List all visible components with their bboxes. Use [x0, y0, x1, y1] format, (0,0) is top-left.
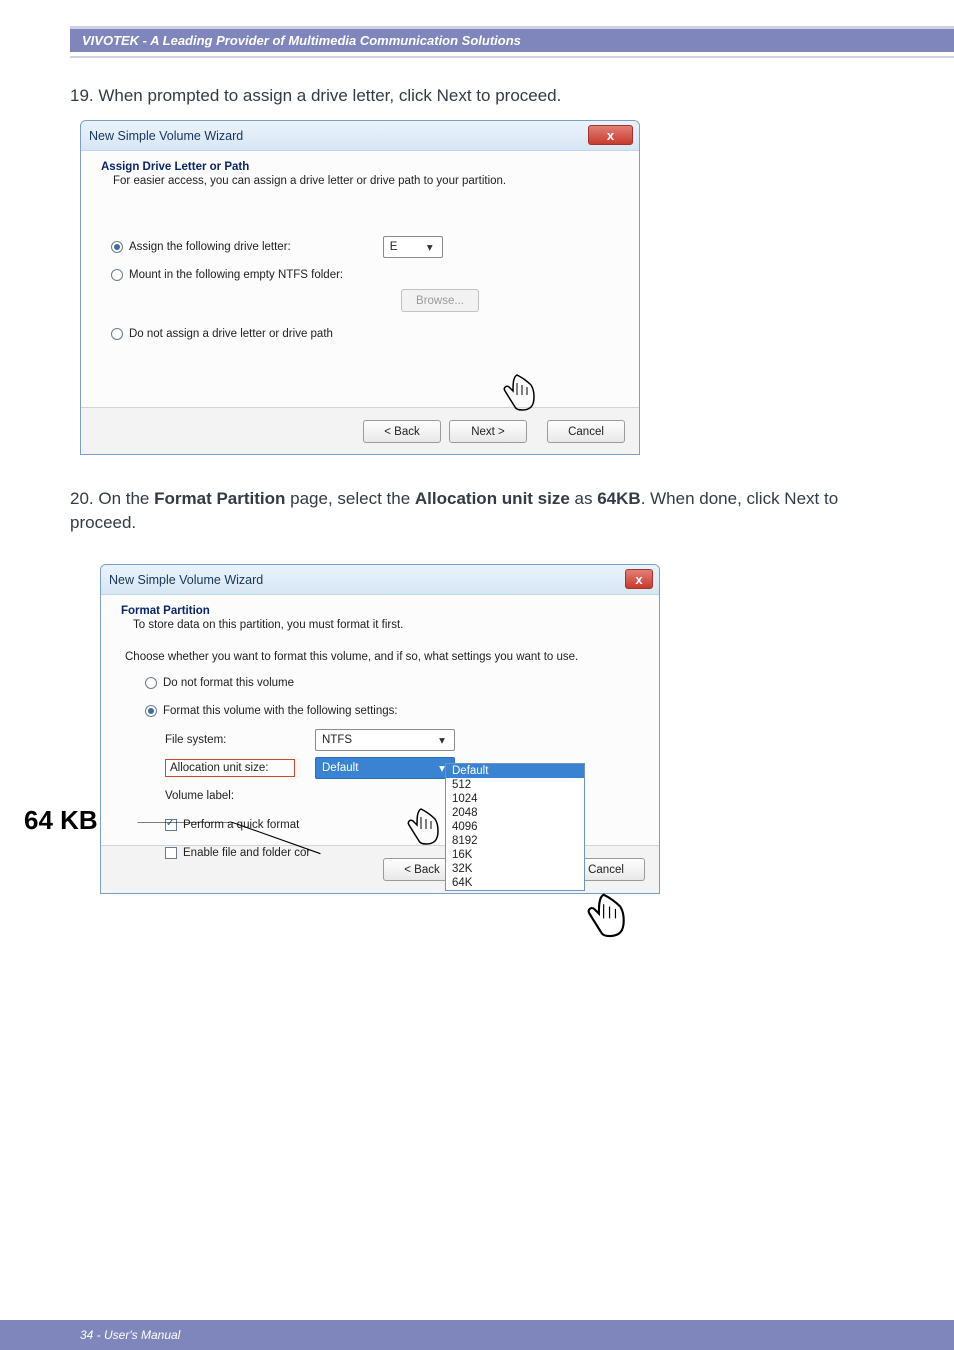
no-format-row[interactable]: Do not format this volume: [145, 673, 639, 693]
no-assign-row[interactable]: Do not assign a drive letter or drive pa…: [111, 324, 619, 344]
dialog1-button-row: < Back Next > Cancel: [81, 407, 639, 455]
aus-option[interactable]: 32K: [446, 862, 584, 876]
assign-letter-row[interactable]: Assign the following drive letter: E ▾: [111, 237, 619, 257]
mount-folder-label: Mount in the following empty NTFS folder…: [129, 269, 343, 281]
aus-dropdown[interactable]: Default ▾: [315, 757, 455, 779]
aus-option[interactable]: 64K: [446, 876, 584, 890]
page-number: 34 - User's Manual: [80, 1328, 180, 1342]
fs-row: File system: NTFS ▾: [165, 729, 639, 751]
choose-text: Choose whether you want to format this v…: [125, 651, 639, 663]
aus-options-list[interactable]: Default 512 1024 2048 4096 8192 16K 32K …: [445, 763, 585, 891]
chevron-down-icon: ▾: [422, 240, 438, 254]
aus-option[interactable]: 4096: [446, 820, 584, 834]
aus-value: Default: [322, 762, 358, 774]
instr2-pre: 20. On the: [70, 489, 154, 508]
drive-letter-dropdown[interactable]: E ▾: [383, 236, 443, 258]
radio-no-assign[interactable]: [111, 328, 123, 340]
instruction-20: 20. On the Format Partition page, select…: [70, 487, 884, 535]
close-button[interactable]: x: [625, 569, 653, 589]
cursor-hand-icon: [580, 890, 632, 942]
next-button[interactable]: Next >: [449, 420, 527, 443]
doc-header-title: VIVOTEK - A Leading Provider of Multimed…: [82, 33, 521, 48]
close-icon: x: [607, 128, 614, 143]
doc-footer: 34 - User's Manual: [0, 1320, 954, 1350]
aus-option[interactable]: 512: [446, 778, 584, 792]
dialog2-section-sub: To store data on this partition, you mus…: [133, 619, 639, 631]
radio-assign-letter[interactable]: [111, 241, 123, 253]
format-partition-dialog: New Simple Volume Wizard x Format Partit…: [100, 564, 660, 894]
quick-format-checkbox[interactable]: [165, 819, 177, 831]
dialog2-title: New Simple Volume Wizard: [109, 573, 263, 587]
dialog1-section-title: Assign Drive Letter or Path: [101, 161, 619, 173]
instruction-19: 19. When prompted to assign a drive lett…: [70, 84, 884, 108]
header-divider: [70, 56, 954, 58]
vol-label: Volume label:: [165, 790, 315, 802]
instr2-b2: Allocation unit size: [415, 489, 570, 508]
callout-64kb: 64 KB: [24, 805, 98, 836]
close-button[interactable]: x: [588, 125, 633, 145]
no-assign-label: Do not assign a drive letter or drive pa…: [129, 328, 333, 340]
cursor-hand-icon: [497, 371, 541, 415]
format-label: Format this volume with the following se…: [163, 705, 398, 717]
browse-button: Browse...: [401, 289, 479, 312]
aus-option[interactable]: 1024: [446, 792, 584, 806]
dialog2-titlebar: New Simple Volume Wizard x: [101, 565, 659, 595]
instr2-b3: 64KB: [597, 489, 640, 508]
cursor-hand-icon: [401, 805, 445, 849]
fs-dropdown[interactable]: NTFS ▾: [315, 729, 455, 751]
quick-format-label: Perform a quick format: [183, 819, 299, 831]
instr2-mid: page, select the: [285, 489, 414, 508]
aus-label: Allocation unit size:: [165, 759, 295, 777]
cancel-button[interactable]: Cancel: [547, 420, 625, 443]
instr2-b1: Format Partition: [154, 489, 285, 508]
dialog2-section-title: Format Partition: [121, 605, 639, 617]
chevron-down-icon: ▾: [434, 733, 450, 747]
aus-option[interactable]: Default: [446, 764, 584, 778]
aus-option[interactable]: 8192: [446, 834, 584, 848]
radio-mount-folder[interactable]: [111, 269, 123, 281]
back-button[interactable]: < Back: [363, 420, 441, 443]
dialog1-section-sub: For easier access, you can assign a driv…: [113, 175, 619, 187]
assign-drive-dialog: New Simple Volume Wizard x Assign Drive …: [80, 120, 640, 455]
mount-folder-row[interactable]: Mount in the following empty NTFS folder…: [111, 265, 619, 285]
no-format-label: Do not format this volume: [163, 677, 294, 689]
instr2-mid2: as: [570, 489, 597, 508]
aus-option[interactable]: 16K: [446, 848, 584, 862]
aus-option[interactable]: 2048: [446, 806, 584, 820]
compress-label: Enable file and folder cor: [183, 847, 310, 859]
format-row[interactable]: Format this volume with the following se…: [145, 701, 639, 721]
fs-label: File system:: [165, 734, 315, 746]
drive-letter-value: E: [390, 241, 398, 253]
radio-no-format[interactable]: [145, 677, 157, 689]
close-icon: x: [635, 572, 642, 587]
fs-value: NTFS: [322, 734, 352, 746]
dialog1-titlebar: New Simple Volume Wizard x: [81, 121, 639, 151]
assign-letter-label: Assign the following drive letter:: [129, 241, 291, 253]
radio-format[interactable]: [145, 705, 157, 717]
dialog1-title: New Simple Volume Wizard: [89, 129, 243, 143]
compress-checkbox[interactable]: [165, 847, 177, 859]
doc-header: VIVOTEK - A Leading Provider of Multimed…: [70, 26, 954, 52]
